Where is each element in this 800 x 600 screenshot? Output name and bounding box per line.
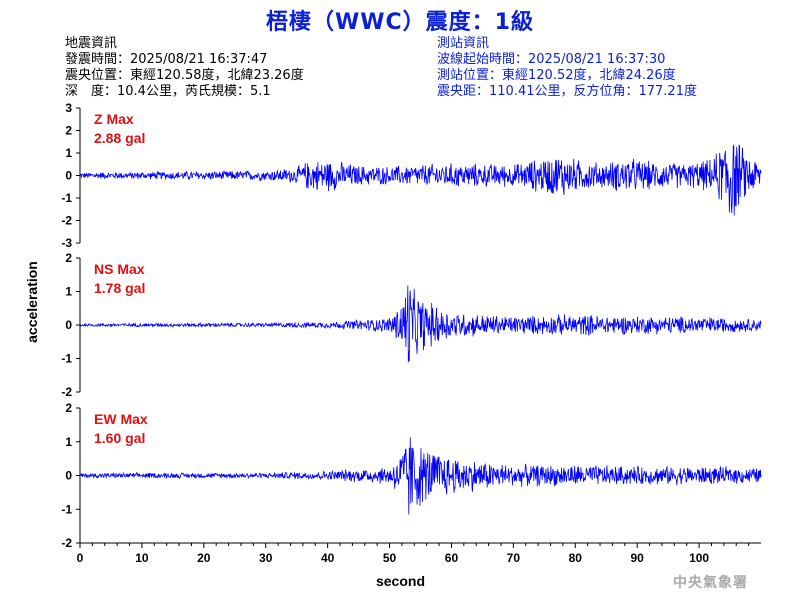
max-title-z: Z Max	[94, 111, 134, 127]
max-value-ew: 1.60 gal	[94, 430, 145, 446]
agency-watermark: 中央氣象署	[673, 575, 748, 591]
panel-ns: 2 1 0 -1 -2 NS Max 1.78 gal	[61, 251, 762, 399]
y-tick-label: 2	[65, 401, 72, 415]
x-tick-label: 40	[321, 551, 335, 565]
x-tick-label: 10	[135, 551, 149, 565]
x-tick-label: 60	[445, 551, 459, 565]
max-value-z: 2.88 gal	[94, 130, 145, 146]
event-info-heading: 地震資訊	[65, 36, 118, 51]
depth-magnitude: 深 度：10.4公里，芮氏規模：5.1	[65, 84, 271, 99]
x-tick-label: 70	[507, 551, 521, 565]
waveform-trace-ew	[79, 437, 762, 515]
y-tick-label: 3	[65, 101, 72, 115]
x-tick-label: 30	[259, 551, 273, 565]
x-axis-title: second	[376, 573, 425, 589]
y-tick-label: -1	[61, 191, 72, 205]
event-info-block: 地震資訊 發震時間：2025/08/21 16:37:47 震央位置：東經120…	[65, 36, 304, 100]
y-tick-label: -1	[61, 502, 72, 516]
y-tick-label: 1	[65, 435, 72, 449]
x-tick-label: 0	[77, 551, 84, 565]
x-tick-label: 80	[569, 551, 583, 565]
y-tick-label: 0	[65, 318, 72, 332]
waveform-trace-ns	[79, 285, 762, 363]
y-tick-label: 2	[65, 251, 72, 265]
x-tick-label: 100	[689, 551, 709, 565]
max-title-ew: EW Max	[94, 411, 148, 427]
x-tick-label: 90	[631, 551, 645, 565]
station-info-heading: 測站資訊	[437, 36, 490, 51]
panel-ew: 2 1 0 -1 -2 EW Max 1.60 gal	[61, 401, 762, 550]
y-tick-label: 1	[65, 285, 72, 299]
y-tick-label: -2	[61, 385, 72, 399]
y-tick-label: -1	[61, 352, 72, 366]
y-tick-label: -2	[61, 536, 72, 550]
station-location: 測站位置：東經120.52度，北緯24.26度	[437, 68, 676, 83]
wave-start-time: 波線起始時間：2025/08/21 16:37:30	[437, 52, 666, 67]
origin-time: 發震時間：2025/08/21 16:37:47	[65, 52, 268, 67]
distance-azimuth: 震央距：110.41公里，反方位角：177.21度	[437, 84, 697, 99]
waveform-trace-z	[79, 144, 762, 216]
y-tick-label: 0	[65, 169, 72, 183]
y-tick-label: -3	[61, 236, 72, 250]
max-title-ns: NS Max	[94, 261, 145, 277]
x-tick-label: 20	[197, 551, 211, 565]
page-title: 梧棲（WWC）震度：1級	[266, 10, 534, 35]
x-tick-label: 50	[383, 551, 397, 565]
panel-z: 3 2 1 0 -1 -2 -3 Z Max 2.88 gal	[61, 101, 762, 250]
y-tick-label: -2	[61, 214, 72, 228]
y-axis-title: acceleration	[24, 261, 40, 343]
epicenter-location: 震央位置：東經120.58度，北緯23.26度	[65, 68, 304, 83]
station-info-block: 測站資訊 波線起始時間：2025/08/21 16:37:30 測站位置：東經1…	[437, 36, 697, 100]
y-tick-label: 1	[65, 146, 72, 160]
y-tick-label: 0	[65, 469, 72, 483]
max-value-ns: 1.78 gal	[94, 280, 145, 296]
y-tick-label: 2	[65, 124, 72, 138]
